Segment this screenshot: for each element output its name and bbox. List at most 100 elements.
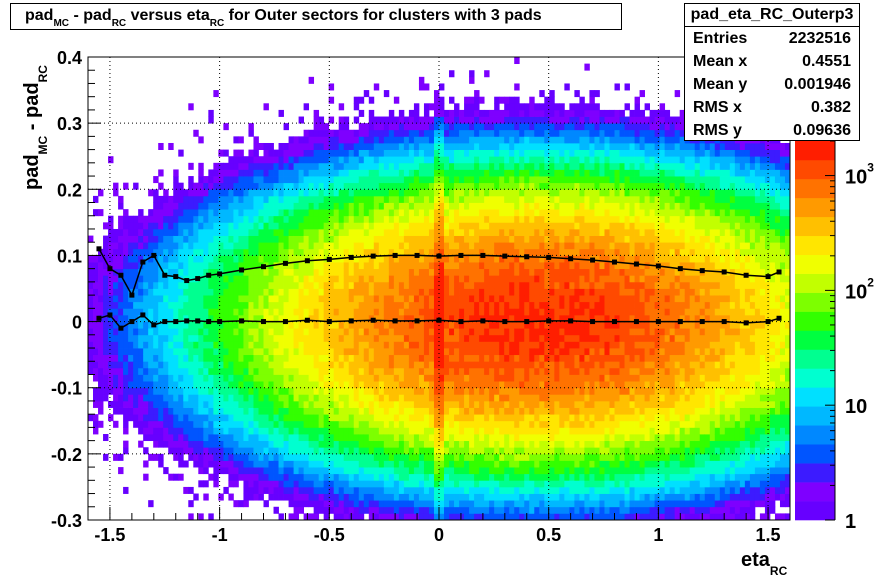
heatmap-bin	[88, 341, 94, 349]
heatmap-bin	[273, 328, 279, 336]
heatmap-bin	[248, 354, 254, 362]
heatmap-bin	[303, 281, 310, 289]
heatmap-bin	[504, 182, 510, 190]
heatmap-bin	[544, 453, 550, 461]
heatmap-bin	[343, 288, 350, 296]
heatmap-bin	[88, 414, 94, 422]
heatmap-bin	[298, 387, 305, 395]
heatmap-bin	[248, 275, 254, 283]
heatmap-bin	[464, 493, 470, 501]
heatmap-bin	[433, 169, 440, 177]
heatmap-bin	[519, 314, 525, 322]
heatmap-bin	[479, 473, 485, 481]
heatmap-bin	[539, 460, 545, 468]
heatmap-bin	[208, 314, 214, 322]
heatmap-bin	[243, 176, 249, 184]
heatmap-bin	[218, 255, 224, 263]
heatmap-bin	[233, 195, 239, 203]
heatmap-bin	[378, 222, 385, 230]
heatmap-bin	[98, 354, 104, 362]
heatmap-bin	[173, 215, 179, 223]
heatmap-bin	[544, 262, 550, 270]
heatmap-bin	[233, 420, 239, 428]
heatmap-bin	[283, 486, 289, 494]
heatmap-bin	[403, 182, 410, 190]
heatmap-bin	[303, 162, 310, 170]
heatmap-bin	[133, 341, 139, 349]
heatmap-bin	[494, 467, 500, 475]
heatmap-bin	[388, 334, 395, 342]
heatmap-bin	[238, 149, 244, 157]
heatmap-bin	[433, 262, 440, 270]
heatmap-bin	[153, 308, 159, 316]
heatmap-bin	[323, 453, 330, 461]
heatmap-bin	[494, 314, 500, 322]
heatmap-bin	[293, 149, 299, 157]
heatmap-bin	[408, 215, 415, 223]
heatmap-bin	[203, 447, 209, 455]
heatmap-bin	[333, 427, 340, 435]
heatmap-bin	[499, 308, 505, 316]
heatmap-bin	[423, 116, 430, 124]
heatmap-bin	[278, 486, 284, 494]
heatmap-bin	[178, 288, 184, 296]
heatmap-bin	[288, 500, 294, 508]
heatmap-bin	[158, 400, 164, 408]
heatmap-bin	[203, 314, 209, 322]
heatmap-bin	[228, 301, 234, 309]
heatmap-bin	[263, 195, 269, 203]
heatmap-bin	[178, 228, 184, 236]
heatmap-bin	[178, 281, 184, 289]
heatmap-bin	[278, 235, 284, 243]
heatmap-bin	[193, 493, 199, 501]
heatmap-bin	[484, 142, 490, 150]
heatmap-bin	[398, 288, 405, 296]
heatmap-bin	[298, 381, 305, 389]
heatmap-bin	[514, 394, 520, 402]
heatmap-bin	[88, 275, 94, 283]
heatmap-bin	[268, 242, 274, 250]
heatmap-bin	[529, 361, 535, 369]
heatmap-bin	[308, 427, 315, 435]
heatmap-bin	[273, 486, 279, 494]
heatmap-bin	[449, 156, 455, 164]
heatmap-bin	[243, 447, 249, 455]
heatmap-bin	[188, 235, 194, 243]
heatmap-bin	[479, 453, 485, 461]
heatmap-bin	[288, 275, 294, 283]
heatmap-bin	[213, 228, 219, 236]
heatmap-bin	[474, 262, 480, 270]
heatmap-bin	[123, 400, 129, 408]
heatmap-bin	[544, 334, 550, 342]
heatmap-bin	[318, 453, 325, 461]
heatmap-bin	[173, 440, 179, 448]
heatmap-bin	[529, 348, 535, 356]
heatmap-bin	[539, 374, 545, 382]
heatmap-bin	[393, 116, 400, 124]
heatmap-bin	[403, 228, 410, 236]
heatmap-bin	[413, 129, 420, 137]
heatmap-bin	[433, 222, 440, 230]
heatmap-bin	[378, 513, 385, 521]
heatmap-bin	[393, 96, 400, 104]
heatmap-bin	[323, 374, 330, 382]
heatmap-bin	[313, 248, 320, 256]
heatmap-bin	[534, 387, 540, 395]
heatmap-bin	[534, 354, 540, 362]
heatmap-bin	[123, 440, 129, 448]
heatmap-bin	[98, 262, 104, 270]
heatmap-bin	[223, 387, 229, 395]
heatmap-bin	[328, 500, 335, 508]
heatmap-bin	[479, 295, 485, 303]
heatmap-bin	[153, 440, 159, 448]
heatmap-bin	[128, 255, 134, 263]
heatmap-bin	[163, 248, 169, 256]
heatmap-bin	[368, 222, 375, 230]
heatmap-bin	[474, 407, 480, 415]
heatmap-bin	[353, 149, 360, 157]
heatmap-bin	[278, 202, 284, 210]
heatmap-bin	[338, 215, 345, 223]
heatmap-bin	[418, 123, 425, 131]
heatmap-bin	[353, 116, 360, 124]
heatmap-bin	[519, 440, 525, 448]
